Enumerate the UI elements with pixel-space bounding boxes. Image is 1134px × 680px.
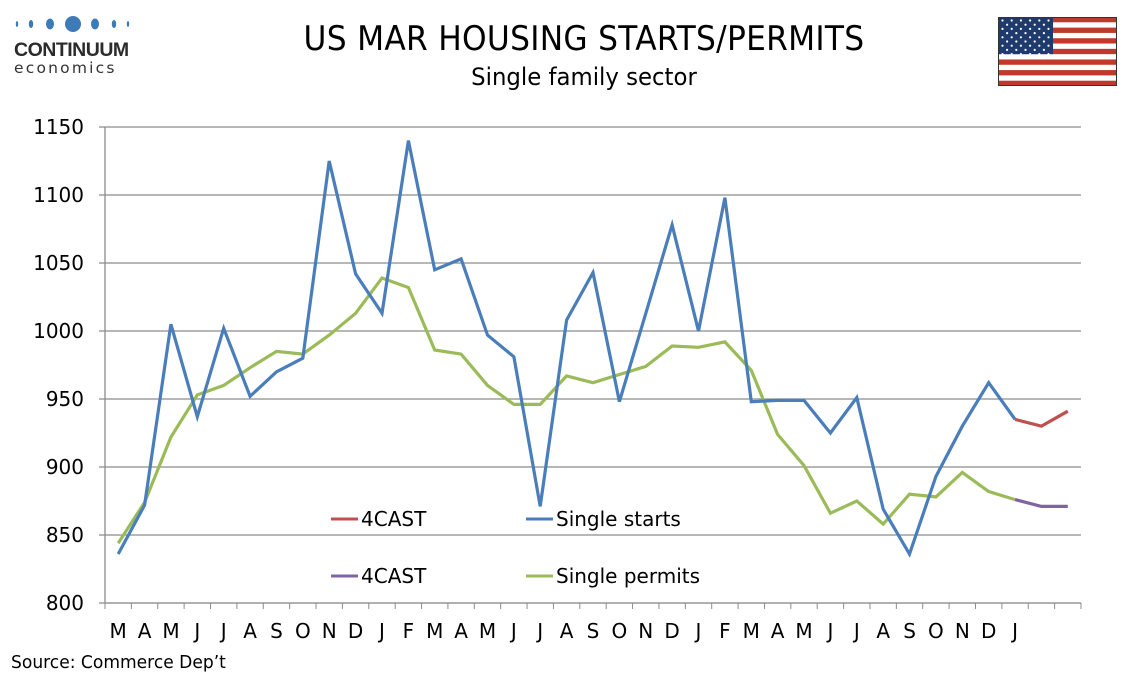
- x-tick-label: J: [192, 619, 200, 643]
- series-lines: [116, 140, 1069, 558]
- company-logo: CONTINUUM economics: [14, 14, 132, 76]
- x-tick-label: M: [162, 619, 179, 643]
- legend-item: 4CAST: [331, 564, 427, 588]
- x-tick-label: J: [852, 619, 860, 643]
- series-line-4cast-permits: [1014, 498, 1068, 508]
- legend-label: Single permits: [556, 564, 700, 588]
- source-note: Source: Commerce Dep’t: [11, 652, 226, 673]
- x-tick-label: O: [928, 619, 944, 643]
- x-tick-label: F: [403, 619, 415, 643]
- chart-subtitle: Single family sector: [471, 63, 697, 91]
- logo-name: CONTINUUM: [14, 39, 129, 61]
- us-flag-icon: [998, 17, 1117, 86]
- x-tick-label: A: [771, 619, 785, 643]
- flag-stripe: [998, 59, 1117, 65]
- x-tick-label: S: [587, 619, 600, 643]
- gridlines: [99, 126, 1081, 604]
- flag-stripe: [998, 48, 1117, 55]
- x-tick-label: A: [243, 619, 257, 643]
- x-tick-label: J: [694, 619, 702, 643]
- x-tick-label: A: [454, 619, 468, 643]
- x-tick-label: S: [270, 619, 283, 643]
- flag-stripe: [998, 27, 1117, 33]
- x-tick-label: A: [138, 619, 152, 643]
- flag-stripe: [998, 70, 1117, 76]
- y-tick-label: 800: [46, 591, 84, 615]
- x-tick-label: O: [612, 619, 628, 643]
- x-tick-label: M: [426, 619, 443, 643]
- y-tick-label: 850: [46, 523, 84, 547]
- x-tick-label: D: [664, 619, 679, 643]
- x-tick-label: O: [295, 619, 311, 643]
- x-tick-label: A: [560, 619, 574, 643]
- legend: 4CAST Single starts 4CAST Single permits: [331, 507, 700, 588]
- x-tick-label: J: [535, 619, 543, 643]
- x-tick-label: N: [638, 619, 653, 643]
- legend-label: 4CAST: [361, 564, 427, 588]
- x-tick-label: M: [743, 619, 760, 643]
- y-tick-label: 900: [46, 455, 84, 479]
- series-line-4cast-starts: [1014, 409, 1069, 428]
- x-tick-label: D: [348, 619, 363, 643]
- flag-stripe: [998, 17, 1117, 23]
- x-tick-label: F: [719, 619, 731, 643]
- x-tick-label: M: [110, 619, 127, 643]
- x-tick-label: N: [955, 619, 970, 643]
- chart-title: US MAR HOUSING STARTS/PERMITS: [303, 19, 865, 59]
- legend-label: Single starts: [556, 507, 681, 531]
- logo-subtitle: economics: [14, 59, 117, 77]
- legend-item: Single starts: [526, 507, 681, 531]
- y-tick-label: 1100: [33, 183, 84, 207]
- x-tick-label: M: [479, 619, 496, 643]
- x-tick-label: J: [219, 619, 227, 643]
- x-tick-label: M: [795, 619, 812, 643]
- y-tick-label: 1150: [33, 115, 84, 139]
- legend-label: 4CAST: [361, 507, 427, 531]
- y-axis: 800 850 900 950 1000 1050 1100 1150: [33, 115, 106, 615]
- x-tick-label: D: [981, 619, 996, 643]
- x-tick-label: J: [509, 619, 517, 643]
- x-tick-label: N: [322, 619, 337, 643]
- series-line-single-starts: [116, 140, 1017, 558]
- y-tick-label: 950: [46, 387, 84, 411]
- y-tick-label: 1050: [33, 251, 84, 275]
- x-tick-label: A: [876, 619, 890, 643]
- x-tick-label: S: [903, 619, 916, 643]
- x-tick-label: J: [1010, 619, 1018, 643]
- flag-stripe: [998, 38, 1117, 44]
- x-tick-label: J: [377, 619, 385, 643]
- legend-item: Single permits: [526, 564, 700, 588]
- flag-canton: [998, 17, 1053, 55]
- flag-stripe: [998, 80, 1117, 86]
- legend-item: 4CAST: [331, 507, 427, 531]
- x-tick-label: J: [825, 619, 833, 643]
- logo-dots-icon: [15, 16, 130, 32]
- y-tick-label: 1000: [33, 319, 84, 343]
